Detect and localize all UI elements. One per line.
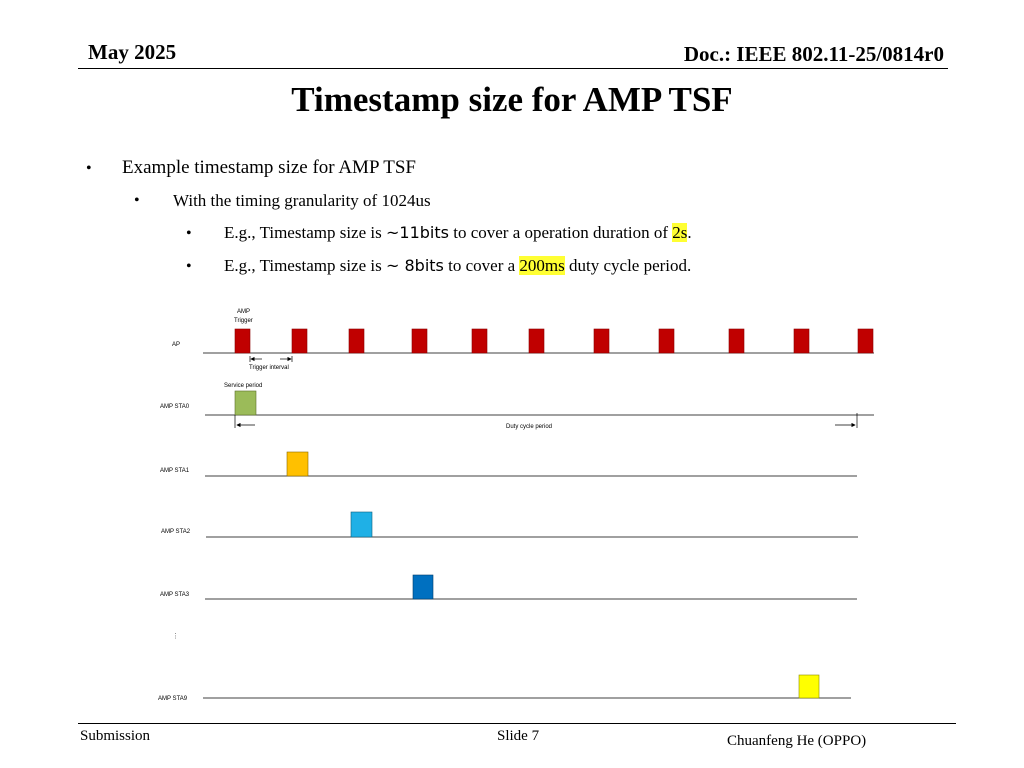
header-rule [78, 68, 948, 69]
ap-trigger-blocks [234, 328, 874, 354]
sta9-service-block [798, 674, 820, 699]
trigger-block [348, 328, 365, 354]
text-part: . [687, 223, 692, 242]
bullet-dot: • [86, 160, 92, 177]
trigger-block [728, 328, 745, 354]
trigger-interval-label: Trigger interval [249, 365, 289, 371]
slide-title: Timestamp size for AMP TSF [291, 80, 733, 119]
trigger-block [793, 328, 810, 354]
bullet-level2: With the timing granularity of 1024us [173, 191, 431, 210]
amp-trigger-label-2: Trigger [234, 318, 253, 324]
sta3-service-block [412, 574, 434, 600]
trigger-block [658, 328, 675, 354]
sta1-service-block [286, 451, 309, 477]
duty-cycle-label: Duty cycle period [506, 424, 552, 430]
bits-value: ~ 8bits [385, 256, 444, 275]
row-label-sta9: AMP STA9 [158, 696, 188, 702]
row-label-sta0: AMP STA0 [160, 404, 190, 410]
bullet-level3-duty: E.g., Timestamp size is ~ 8bits to cover… [224, 256, 691, 276]
highlight-200ms: 200ms [519, 256, 565, 275]
bullet-dot: • [186, 258, 192, 275]
ellipsis-mark: ⋮ [172, 633, 179, 640]
bits-value: ~11bits [385, 223, 449, 242]
footer-rule [78, 723, 956, 724]
bullet-level1: Example timestamp size for AMP TSF [122, 157, 416, 178]
trigger-block [234, 328, 251, 354]
text-part: E.g., Timestamp size is [224, 256, 386, 275]
header-date: May 2025 [88, 40, 177, 64]
text-part: duty cycle period. [564, 256, 692, 275]
bullet-level3-duration: E.g., Timestamp size is ~11bits to cover… [224, 223, 692, 243]
footer-slide-number: Slide 7 [497, 728, 540, 744]
text-part: to cover a operation duration of [448, 223, 673, 242]
highlight-2s: 2s [672, 223, 688, 242]
bullet-dot: • [186, 225, 192, 242]
text-part: E.g., Timestamp size is [224, 223, 386, 242]
row-label-sta3: AMP STA3 [160, 592, 190, 598]
row-label-ap: AP [172, 342, 180, 348]
header-doc-id: Doc.: IEEE 802.11-25/0814r0 [683, 42, 944, 66]
bullet-dot: • [134, 192, 140, 209]
row-label-sta2: AMP STA2 [161, 529, 191, 535]
row-label-sta1: AMP STA1 [160, 468, 190, 474]
trigger-block [471, 328, 488, 354]
footer-author: Chuanfeng He (OPPO) [727, 733, 867, 749]
trigger-block [528, 328, 545, 354]
sta2-service-block [350, 511, 373, 538]
footer-submission: Submission [80, 728, 151, 744]
trigger-block [593, 328, 610, 354]
trigger-block [291, 328, 308, 354]
text-part: to cover a [443, 256, 520, 275]
sta0-service-block [234, 390, 257, 416]
amp-trigger-label-1: AMP [237, 309, 250, 315]
trigger-block [411, 328, 428, 354]
service-period-label: Service period [224, 383, 262, 389]
trigger-block [857, 328, 874, 354]
